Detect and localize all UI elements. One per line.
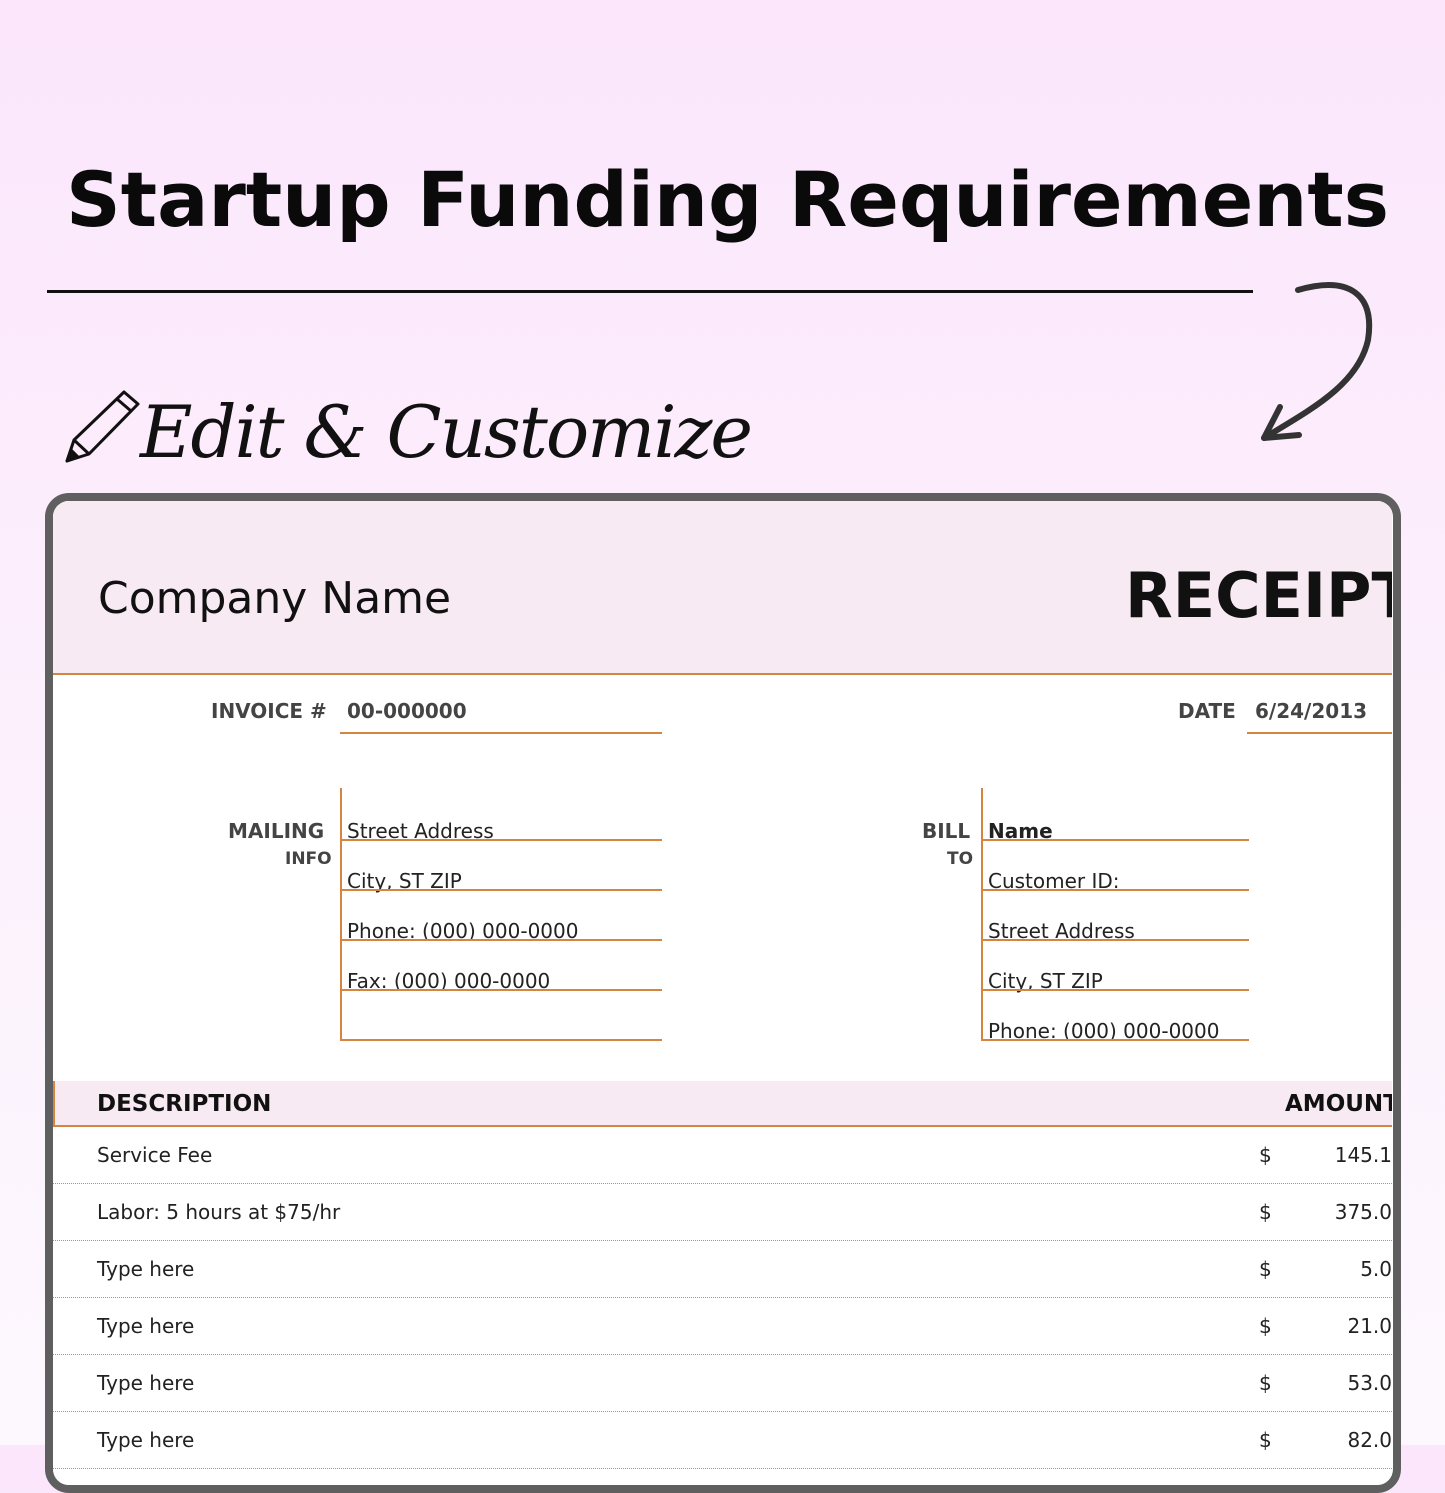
field-underline xyxy=(981,1039,1249,1041)
field-underline xyxy=(981,989,1249,991)
invoice-underline xyxy=(340,732,662,734)
row-currency: $ xyxy=(1259,1371,1272,1395)
column-description: DESCRIPTION xyxy=(97,1091,272,1117)
table-row[interactable]: Type here $ 53.0 xyxy=(53,1355,1392,1412)
row-description[interactable]: Type here xyxy=(97,1428,195,1452)
bill-sublabel: TO xyxy=(947,849,974,869)
date-underline xyxy=(1247,732,1392,734)
row-description[interactable]: Type here xyxy=(97,1314,195,1338)
row-amount[interactable]: 145.1 xyxy=(1334,1143,1392,1167)
receipt-preview: Company Name RECEIPT INVOICE # 00-000000… xyxy=(45,493,1401,1493)
bill-vline xyxy=(981,788,983,1040)
field-underline xyxy=(981,839,1249,841)
row-description[interactable]: Service Fee xyxy=(97,1143,213,1167)
receipt-header: Company Name RECEIPT xyxy=(53,501,1392,675)
row-description[interactable]: Labor: 5 hours at $75/hr xyxy=(97,1200,341,1224)
field-underline xyxy=(340,839,662,841)
row-description[interactable]: Type here xyxy=(97,1257,195,1281)
table-row[interactable]: Type here $ 5.0 xyxy=(53,1241,1392,1298)
bill-label: BILL xyxy=(922,819,971,843)
row-amount[interactable]: 375.0 xyxy=(1334,1200,1392,1224)
date-value[interactable]: 6/24/2013 xyxy=(1255,699,1368,723)
divider xyxy=(47,290,1253,293)
row-currency: $ xyxy=(1259,1314,1272,1338)
field-underline xyxy=(340,1039,662,1041)
table-row[interactable]: Labor: 5 hours at $75/hr $ 375.0 xyxy=(53,1184,1392,1241)
row-amount[interactable]: 21.0 xyxy=(1347,1314,1392,1338)
field-underline xyxy=(340,989,662,991)
row-amount[interactable]: 53.0 xyxy=(1347,1371,1392,1395)
field-underline xyxy=(981,939,1249,941)
row-currency: $ xyxy=(1259,1200,1272,1224)
invoice-number[interactable]: 00-000000 xyxy=(347,699,467,723)
company-name[interactable]: Company Name xyxy=(98,573,452,624)
mailing-sublabel: INFO xyxy=(285,849,332,869)
field-underline xyxy=(981,889,1249,891)
row-currency: $ xyxy=(1259,1428,1272,1452)
mailing-label: MAILING xyxy=(228,819,325,843)
page-title: Startup Funding Requirements xyxy=(66,155,1389,244)
mailing-vline xyxy=(340,788,342,1040)
curved-arrow-icon xyxy=(1261,282,1373,441)
date-label: DATE xyxy=(1178,699,1236,723)
table-header: DESCRIPTION AMOUNT xyxy=(53,1081,1392,1127)
row-amount[interactable]: 82.0 xyxy=(1347,1428,1392,1452)
table-row[interactable]: Type here $ 21.0 xyxy=(53,1298,1392,1355)
subheadline: Edit & Customize xyxy=(140,390,753,474)
field-underline xyxy=(340,939,662,941)
table-row[interactable]: Type here $ 82.0 xyxy=(53,1412,1392,1469)
receipt-title: RECEIPT xyxy=(1125,559,1392,632)
table-row[interactable]: Service Fee $ 145.1 xyxy=(53,1127,1392,1184)
column-amount: AMOUNT xyxy=(1285,1091,1392,1117)
pencil-icon xyxy=(65,390,140,463)
row-amount[interactable]: 5.0 xyxy=(1360,1257,1392,1281)
row-currency: $ xyxy=(1259,1257,1272,1281)
row-description[interactable]: Type here xyxy=(97,1371,195,1395)
row-currency: $ xyxy=(1259,1143,1272,1167)
field-underline xyxy=(340,889,662,891)
invoice-label: INVOICE # xyxy=(211,699,327,723)
